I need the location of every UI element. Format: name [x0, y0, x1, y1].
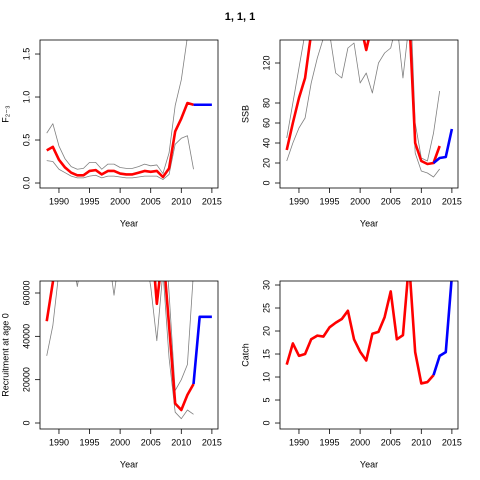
x-tick-label: 2000: [350, 437, 370, 447]
x-tick-label: 2005: [141, 437, 161, 447]
x-tick-label: 1995: [80, 437, 100, 447]
x-tick-label: 1995: [320, 196, 340, 206]
y-tick-label: 1.5: [21, 48, 31, 61]
y-tick-label: 20: [261, 158, 271, 168]
series-line: [285, 281, 435, 385]
series-line: [45, 281, 195, 412]
plot-lines: [46, 40, 212, 180]
ci-line: [286, 40, 441, 162]
plot-frame: [279, 280, 459, 430]
y-axis-label: Recruitment at age 0: [0, 313, 10, 397]
y-tick-label: 5: [261, 398, 271, 403]
y-tick-label: 0: [261, 421, 271, 426]
series-line: [46, 101, 194, 179]
y-tick-label: 0.0: [21, 177, 31, 190]
y-tick-label: 0: [261, 180, 271, 185]
x-tick-label: 2010: [411, 196, 431, 206]
x-tick-label: 2015: [442, 437, 462, 447]
panel: 1990 1995 2000 2005 2010 2015 0 5 10 15 20 25 30 Year…: [240, 280, 462, 469]
x-tick-label: 1990: [49, 437, 69, 447]
plot-frame: [279, 39, 459, 189]
y-tick-label: 1.0: [21, 91, 31, 104]
y-tick-label: 80: [261, 98, 271, 108]
x-tick-label: 1990: [289, 196, 309, 206]
y-tick-label: 40000: [21, 324, 31, 349]
y-tick-label: 120: [261, 55, 271, 70]
x-axis-label: Year: [360, 218, 378, 228]
series-line: [285, 40, 441, 166]
plot-lines: [285, 281, 453, 385]
x-tick-label: 2015: [202, 437, 222, 447]
plot-lines: [45, 281, 212, 420]
y-tick-label: 10: [261, 372, 271, 382]
plot-frame: [39, 280, 219, 430]
x-tick-label: 1990: [49, 196, 69, 206]
x-tick-label: 2000: [110, 437, 130, 447]
y-axis-label: Catch: [240, 343, 250, 367]
plot-frame: [39, 39, 219, 189]
panel: 1990 1995 2000 2005 2010 2015 0 20 40 60 80 120 Year…: [240, 39, 462, 228]
x-tick-label: 2010: [171, 437, 191, 447]
x-tick-label: 2005: [381, 196, 401, 206]
ci-line: [46, 40, 188, 174]
ci-line: [46, 281, 194, 420]
y-tick-label: 25: [261, 303, 271, 313]
x-tick-label: 1995: [80, 196, 100, 206]
x-tick-label: 2015: [202, 196, 222, 206]
figure-title: 1, 1, 1: [225, 11, 256, 23]
panel: 1990 1995 2000 2005 2010 2015 0.0 0.5 1.0 1.5 Year…: [0, 39, 222, 228]
x-axis-label: Year: [120, 218, 138, 228]
x-tick-label: 1990: [289, 437, 309, 447]
x-tick-label: 2000: [110, 196, 130, 206]
panel: 1990 1995 2000 2005 2010 2015 0 20000 40000 60000…: [0, 280, 222, 469]
ci-line: [46, 135, 194, 180]
plot-lines: [285, 40, 454, 178]
ci-line: [167, 281, 194, 391]
y-tick-label: 15: [261, 349, 271, 359]
y-tick-label: 30: [261, 280, 271, 290]
x-tick-label: 1995: [320, 437, 340, 447]
x-tick-label: 2005: [141, 196, 161, 206]
series-line: [192, 315, 212, 385]
y-tick-label: 0.5: [21, 134, 31, 147]
y-tick-label: 60000: [21, 280, 31, 305]
series-line: [432, 281, 453, 376]
y-axis-label: SSB: [240, 105, 250, 123]
x-tick-label: 2010: [411, 437, 431, 447]
x-axis-label: Year: [120, 459, 138, 469]
x-tick-label: 2005: [381, 437, 401, 447]
series-line: [432, 128, 454, 165]
x-tick-label: 2015: [442, 196, 462, 206]
y-tick-label: 20000: [21, 367, 31, 392]
y-tick-label: 0: [21, 420, 31, 425]
x-tick-label: 2000: [350, 196, 370, 206]
x-tick-label: 2010: [171, 196, 191, 206]
y-tick-label: 60: [261, 118, 271, 128]
y-tick-label: 20: [261, 326, 271, 336]
y-tick-label: 40: [261, 138, 271, 148]
x-axis-label: Year: [360, 459, 378, 469]
y-axis-label: F₂₋₃: [0, 105, 10, 123]
